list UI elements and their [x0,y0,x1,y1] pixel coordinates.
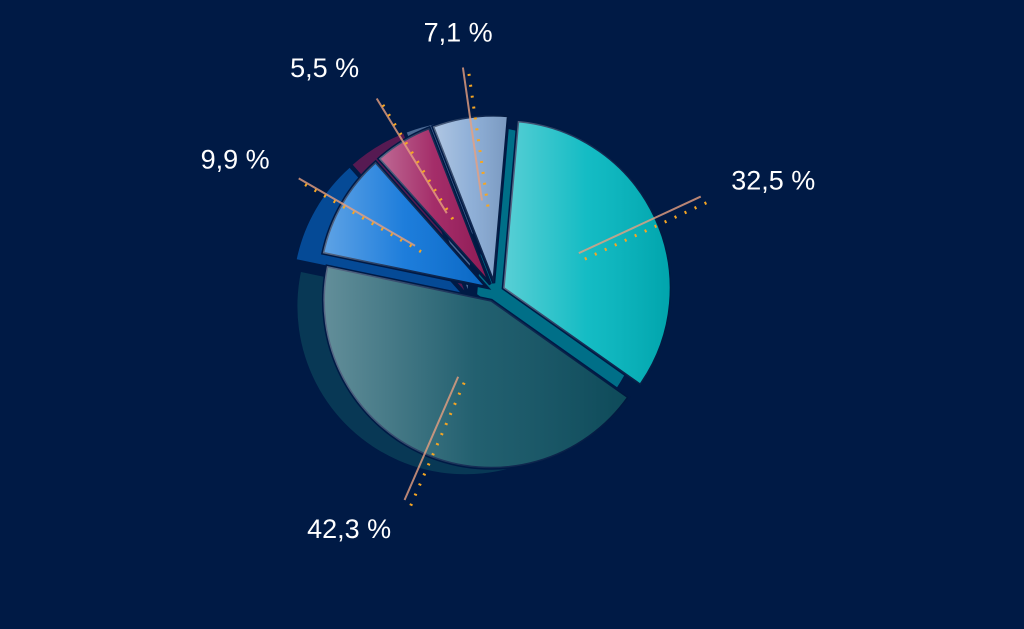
slice-shine [432,115,509,284]
value-label: 32,5 % [731,166,815,196]
leader-line [375,97,448,214]
slice-shine [322,161,488,288]
leader-dots [381,103,455,220]
leader-dots [584,201,708,261]
leader-dots [409,382,466,507]
slice-shine [378,127,491,285]
leader-line [298,177,416,247]
value-label: 7,1 % [424,17,493,47]
value-label: 5,5 % [290,53,359,83]
leader-line [403,376,460,501]
leader-line [461,67,483,201]
leader-dots [467,73,490,207]
value-label: 9,9 % [201,145,270,175]
slice-shine [503,120,672,386]
value-label: 42,3 % [307,514,391,544]
slice-shine [323,266,629,469]
leader-dots [303,183,422,254]
leader-line [578,195,702,255]
